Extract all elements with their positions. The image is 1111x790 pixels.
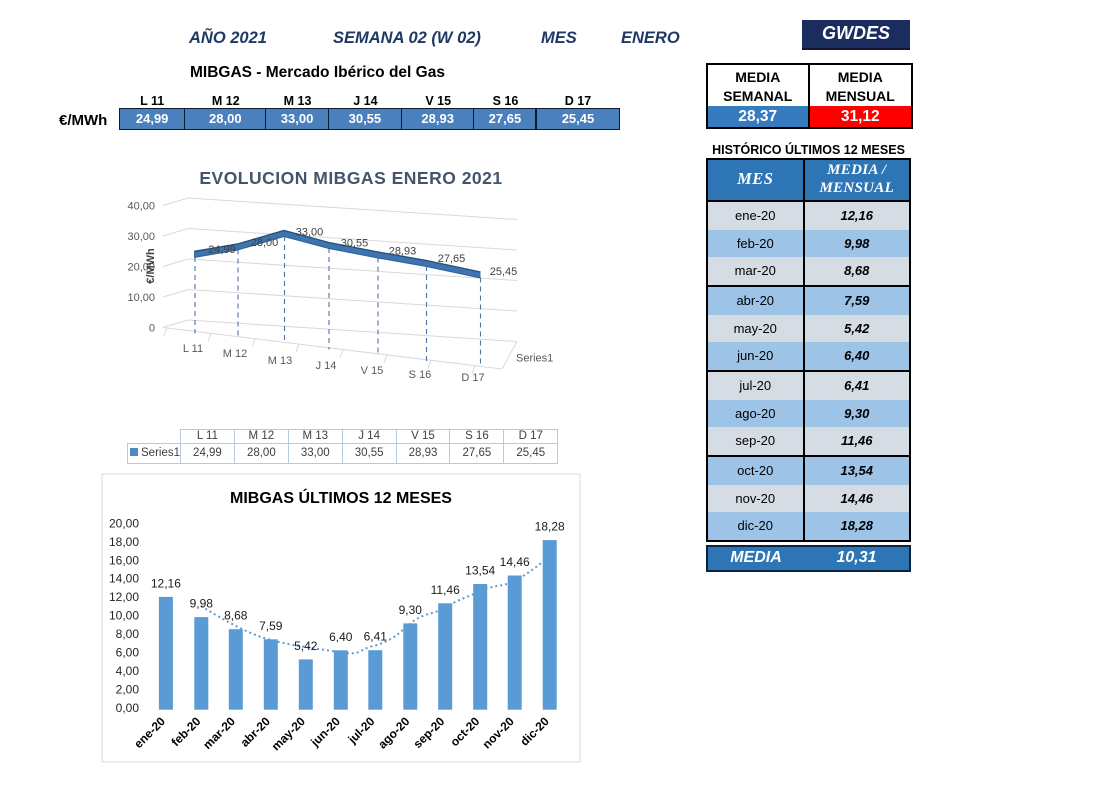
svg-text:M 12: M 12 bbox=[223, 348, 247, 360]
svg-text:7,59: 7,59 bbox=[259, 619, 283, 633]
svg-text:M 13: M 13 bbox=[268, 355, 292, 367]
svg-text:12,00: 12,00 bbox=[109, 590, 139, 604]
svg-text:dic-20: dic-20 bbox=[517, 714, 552, 749]
svg-text:D 17: D 17 bbox=[461, 372, 484, 384]
svg-text:nov-20: nov-20 bbox=[480, 714, 517, 751]
svg-text:33,00: 33,00 bbox=[296, 227, 324, 239]
svg-text:30,55: 30,55 bbox=[341, 238, 369, 250]
svg-text:0,00: 0,00 bbox=[116, 701, 140, 715]
svg-text:may-20: may-20 bbox=[269, 714, 308, 753]
svg-text:28,93: 28,93 bbox=[389, 246, 417, 258]
svg-text:S 16: S 16 bbox=[409, 369, 432, 381]
svg-text:10,00: 10,00 bbox=[109, 609, 139, 623]
svg-text:Series1: Series1 bbox=[516, 353, 553, 365]
svg-text:11,46: 11,46 bbox=[431, 583, 460, 597]
svg-text:13,54: 13,54 bbox=[465, 564, 495, 578]
svg-text:5,42: 5,42 bbox=[294, 639, 318, 653]
svg-text:sep-20: sep-20 bbox=[411, 714, 448, 751]
svg-text:mar-20: mar-20 bbox=[200, 714, 238, 752]
svg-text:28,00: 28,00 bbox=[251, 237, 279, 249]
svg-text:9,30: 9,30 bbox=[399, 603, 423, 617]
svg-text:ene-20: ene-20 bbox=[131, 714, 168, 751]
svg-text:4,00: 4,00 bbox=[116, 664, 140, 678]
svg-text:ago-20: ago-20 bbox=[375, 714, 412, 751]
svg-text:12,16: 12,16 bbox=[151, 576, 181, 590]
svg-text:€/MWh: €/MWh bbox=[145, 248, 157, 284]
svg-text:16,00: 16,00 bbox=[109, 553, 139, 567]
svg-text:abr-20: abr-20 bbox=[238, 714, 274, 750]
svg-text:20,00: 20,00 bbox=[109, 516, 139, 530]
svg-text:18,28: 18,28 bbox=[535, 520, 565, 534]
svg-text:20,00: 20,00 bbox=[127, 262, 155, 274]
svg-text:oct-20: oct-20 bbox=[447, 714, 482, 749]
svg-text:EVOLUCION MIBGAS ENERO 2021: EVOLUCION MIBGAS ENERO 2021 bbox=[199, 168, 502, 188]
svg-text:jul-20: jul-20 bbox=[345, 714, 378, 747]
svg-text:V 15: V 15 bbox=[361, 365, 384, 377]
svg-text:27,65: 27,65 bbox=[438, 253, 466, 265]
svg-text:24,99: 24,99 bbox=[208, 244, 236, 256]
svg-text:MIBGAS ÚLTIMOS 12 MESES: MIBGAS ÚLTIMOS 12 MESES bbox=[230, 488, 452, 507]
svg-text:14,46: 14,46 bbox=[500, 555, 530, 569]
svg-text:0: 0 bbox=[149, 323, 155, 335]
svg-text:jun-20: jun-20 bbox=[307, 714, 343, 750]
svg-text:6,00: 6,00 bbox=[116, 646, 140, 660]
svg-text:9,98: 9,98 bbox=[190, 597, 214, 611]
svg-text:18,00: 18,00 bbox=[109, 535, 139, 549]
svg-text:feb-20: feb-20 bbox=[169, 714, 204, 749]
svg-text:6,40: 6,40 bbox=[329, 630, 353, 644]
svg-text:J 14: J 14 bbox=[316, 360, 337, 372]
svg-text:25,45: 25,45 bbox=[490, 266, 518, 278]
svg-text:10,00: 10,00 bbox=[127, 292, 155, 304]
svg-text:40,00: 40,00 bbox=[127, 201, 155, 213]
svg-text:8,00: 8,00 bbox=[116, 627, 140, 641]
svg-text:14,00: 14,00 bbox=[109, 572, 139, 586]
svg-text:6,41: 6,41 bbox=[364, 630, 388, 644]
svg-text:2,00: 2,00 bbox=[116, 682, 140, 696]
svg-text:L 11: L 11 bbox=[183, 343, 203, 355]
svg-text:30,00: 30,00 bbox=[127, 231, 155, 243]
svg-text:8,68: 8,68 bbox=[224, 609, 248, 623]
